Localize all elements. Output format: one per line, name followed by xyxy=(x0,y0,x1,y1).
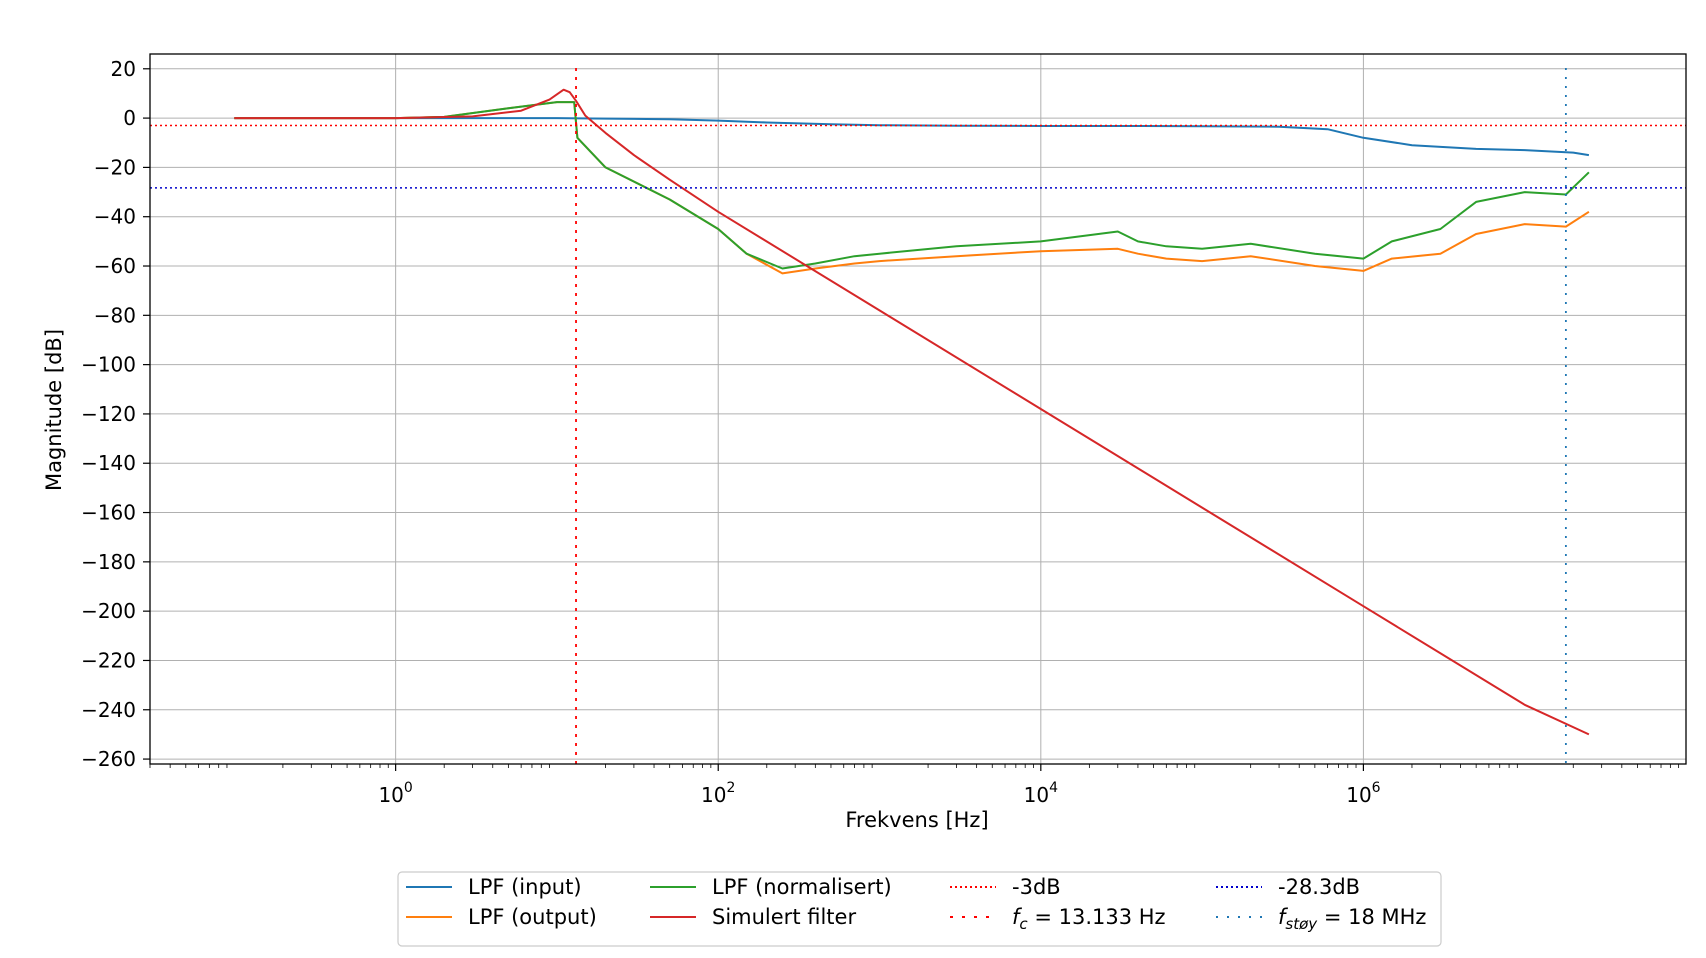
y-tick-label: −220 xyxy=(81,648,136,672)
y-tick-label: −160 xyxy=(81,501,136,525)
x-axis-label: Frekvens [Hz] xyxy=(845,808,988,832)
axes-layer: 20 0 −20 −40 −60 −80 −100 −120 −140 −160 −180 −200 −… xyxy=(81,53,1687,807)
legend-label: LPF (normalisert) xyxy=(712,875,892,899)
legend-label: LPF (output) xyxy=(468,905,597,929)
legend-frame xyxy=(397,871,1442,947)
legend-label: -28.3dB xyxy=(1278,875,1360,899)
y-tick-label: −100 xyxy=(81,353,136,377)
y-tick-label: −40 xyxy=(94,205,136,229)
legend-label: fc = 13.133 Hz xyxy=(1012,905,1166,933)
series-lpf-input- xyxy=(234,117,1590,157)
y-tick-label: −60 xyxy=(94,254,136,278)
y-tick-label: −240 xyxy=(81,698,136,722)
legend: LPF (input) LPF (output) LPF (normalisert)… xyxy=(397,871,1442,947)
legend-label: -3dB xyxy=(1012,875,1061,899)
series-layer xyxy=(150,68,1686,764)
legend-label: Simulert filter xyxy=(712,905,856,929)
x-tick-label: 102 xyxy=(701,780,735,807)
legend-label: fstøy = 18 MHz xyxy=(1278,905,1426,933)
y-tick-label: −260 xyxy=(81,747,136,771)
legend-label: LPF (input) xyxy=(468,875,582,899)
series-simulert-filter xyxy=(234,88,1590,736)
y-axis-label: Magnitude [dB] xyxy=(42,329,66,491)
x-tick-label: 104 xyxy=(1024,780,1058,807)
x-tick-label: 100 xyxy=(378,780,412,807)
y-tick-label: −120 xyxy=(81,402,136,426)
y-tick-label: 0 xyxy=(123,106,136,130)
y-tick-label: −20 xyxy=(94,155,136,179)
plot-frame xyxy=(149,53,1687,765)
x-tick-label: 106 xyxy=(1346,780,1380,807)
y-tick-label: −200 xyxy=(81,599,136,623)
y-tick-label: −140 xyxy=(81,451,136,475)
y-tick-label: −180 xyxy=(81,550,136,574)
series-lpf-normalisert- xyxy=(234,101,1590,270)
y-tick-label: 20 xyxy=(111,57,136,81)
y-tick-label: −80 xyxy=(94,303,136,327)
grid-layer xyxy=(150,54,1686,764)
